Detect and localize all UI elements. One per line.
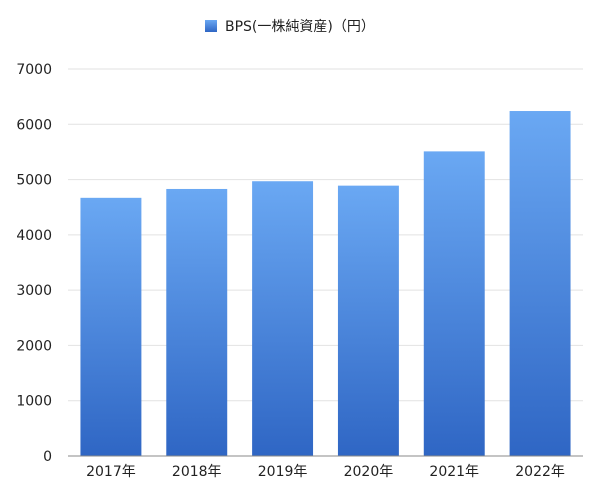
y-tick-label: 2000 (16, 338, 52, 354)
y-tick-label: 4000 (16, 228, 52, 244)
legend-swatch (205, 20, 217, 32)
y-tick-label: 3000 (16, 283, 52, 299)
legend: BPS(一株純資産)（円） (205, 19, 375, 35)
bar (252, 181, 314, 457)
grid-lines (68, 68, 583, 402)
y-tick-label: 6000 (16, 117, 52, 133)
y-tick-label: 1000 (16, 394, 52, 410)
bar (166, 188, 228, 456)
x-tick-label: 2021年 (429, 464, 479, 480)
bars (80, 111, 571, 457)
x-tick-label: 2022年 (515, 464, 565, 480)
legend-label: BPS(一株純資産)（円） (225, 19, 375, 35)
x-tick-label: 2020年 (344, 464, 394, 480)
x-axis-labels: 2017年 2018年 2019年 2020年 2021年 2022年 (86, 464, 565, 480)
x-tick-label: 2019年 (258, 464, 308, 480)
y-tick-label: 7000 (16, 62, 52, 78)
y-tick-label: 5000 (16, 173, 52, 189)
y-tick-label: 0 (43, 449, 52, 465)
bar (337, 185, 399, 456)
bar (509, 111, 571, 457)
y-axis-labels: 0 1000 2000 3000 4000 5000 6000 7000 (16, 62, 52, 465)
x-tick-label: 2017年 (86, 464, 136, 480)
bar (80, 197, 142, 456)
bar (423, 151, 485, 456)
x-tick-label: 2018年 (172, 464, 222, 480)
